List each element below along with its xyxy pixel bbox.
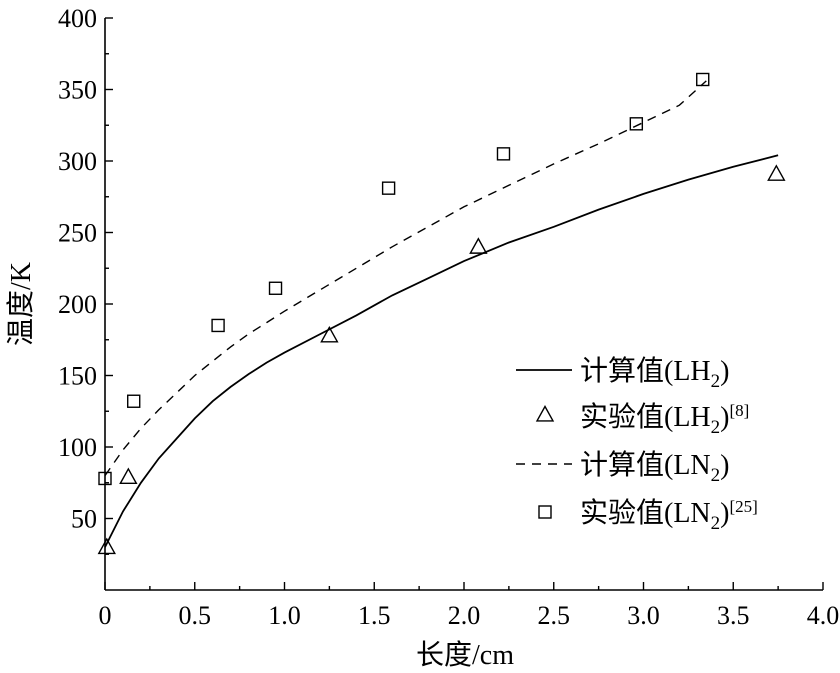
y-tick-label: 400 — [58, 4, 97, 33]
legend-label: 计算值(LH2) — [580, 355, 729, 392]
legend-triangle-marker — [535, 405, 555, 422]
x-tick-label: 3.5 — [717, 601, 750, 630]
axes — [104, 18, 823, 591]
x-tick-label: 0 — [99, 601, 112, 630]
series-1 — [97, 164, 786, 555]
data-series — [97, 72, 786, 555]
series-line — [104, 154, 779, 548]
series-0 — [104, 154, 779, 548]
square-point — [496, 147, 511, 161]
square-point — [127, 394, 141, 408]
square-point — [98, 471, 112, 486]
axis-ticks: 0 0.5 1.0 1.5 2.0 2.5 3.0 3.5 4.0 50 100 150 200 250 3… — [58, 4, 839, 630]
y-tick-label: 50 — [71, 505, 97, 534]
square-point — [629, 117, 644, 131]
x-axis-label: 长度/cm — [416, 639, 514, 671]
triangle-point — [119, 467, 138, 485]
legend-item-0: 计算值(LH2) — [516, 355, 729, 392]
x-tick-label: 1.0 — [268, 601, 301, 630]
triangle-point — [469, 237, 488, 254]
triangle-point — [320, 325, 339, 343]
legend-label: 实验值(LN2)[25] — [580, 497, 758, 534]
legend-item-3: 实验值(LN2)[25] — [538, 497, 758, 534]
triangle-point — [97, 537, 116, 555]
legend: 计算值(LH2) 实验值(LH2)[8] 计算值(LN2) 实验值(LN2)[25] — [516, 355, 758, 534]
x-tick-label: 2.5 — [538, 601, 571, 630]
y-tick-label: 250 — [58, 219, 97, 248]
square-point — [268, 281, 283, 295]
x-tick-label: 0.5 — [179, 601, 212, 630]
series-3 — [98, 72, 710, 486]
x-tick-label: 2.0 — [448, 601, 481, 630]
y-tick-label: 200 — [58, 290, 97, 319]
square-point — [211, 318, 225, 333]
legend-label: 实验值(LH2)[8] — [580, 401, 749, 438]
x-tick-label: 1.5 — [358, 601, 391, 630]
square-point — [696, 72, 710, 87]
triangle-point — [767, 164, 786, 181]
legend-item-1: 实验值(LH2)[8] — [535, 401, 749, 438]
x-tick-label: 4.0 — [807, 601, 840, 630]
y-tick-label: 100 — [58, 433, 97, 462]
legend-item-2: 计算值(LN2) — [516, 449, 729, 486]
series-line — [104, 80, 707, 477]
y-axis-label: 温度/K — [5, 262, 37, 346]
x-tick-label: 3.0 — [627, 601, 660, 630]
legend-label: 计算值(LN2) — [580, 449, 729, 486]
square-point — [381, 181, 396, 195]
y-tick-label: 150 — [58, 362, 97, 391]
y-tick-label: 300 — [58, 147, 97, 176]
y-tick-label: 350 — [58, 76, 97, 105]
series-2 — [104, 80, 707, 477]
legend-square-marker — [538, 505, 552, 519]
